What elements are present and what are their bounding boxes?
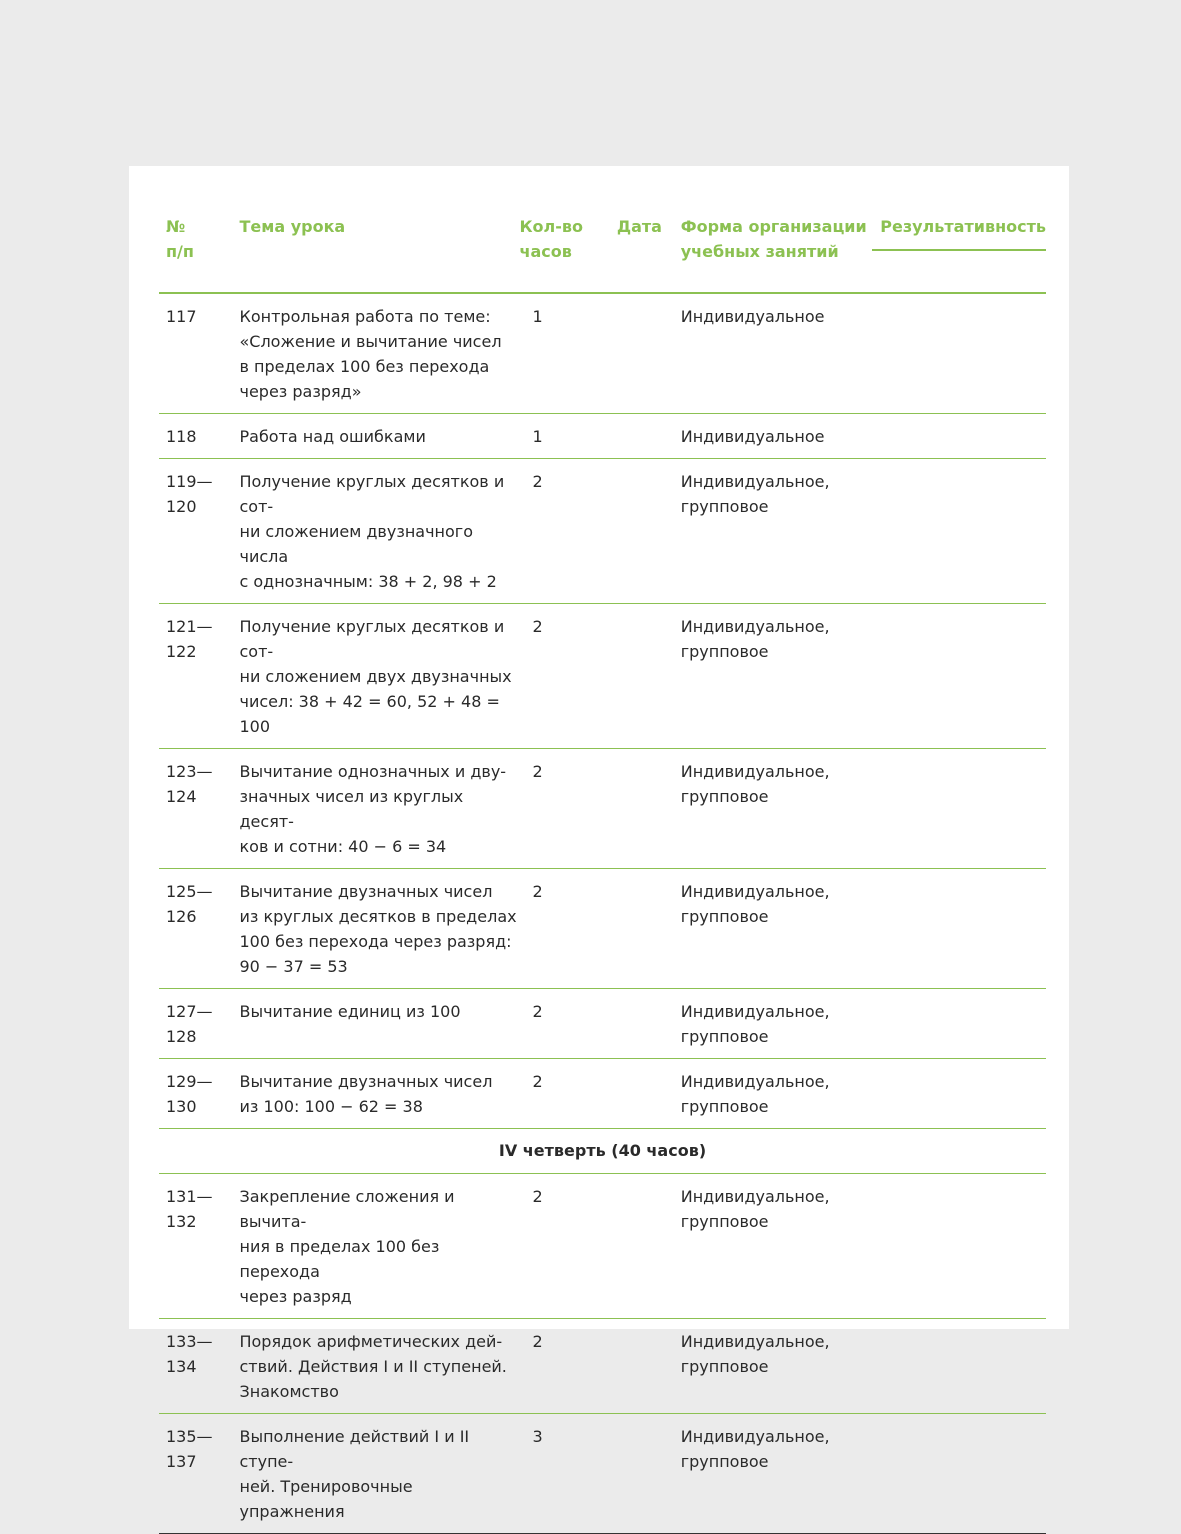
row-result — [872, 603, 1046, 749]
row-number: 117 — [159, 293, 240, 414]
row-result — [872, 413, 1046, 459]
row-hours: 1 — [519, 293, 617, 414]
row-date — [616, 748, 681, 869]
row-date — [616, 293, 681, 414]
table-row: 131— 132 Закрепление сложения и вычита- н… — [159, 1173, 1046, 1319]
lesson-plan-table: № п/п Тема урока Кол-во часов Дата Форма… — [159, 206, 1046, 1534]
table-row: 117 Контрольная работа по теме: «Сложение… — [159, 293, 1046, 414]
table-row: 125— 126 Вычитание двузначных чисел из кр… — [159, 868, 1046, 989]
row-result — [872, 988, 1046, 1059]
table-row: 119— 120 Получение круглых десятков и сот… — [159, 458, 1046, 604]
row-number: 118 — [159, 413, 240, 459]
row-date — [616, 988, 681, 1059]
row-topic: Получение круглых десятков и сот- ни сло… — [239, 458, 520, 604]
table-row: 127— 128 Вычитание единиц из 100 2 Индивиду… — [159, 988, 1046, 1059]
row-form: Индивидуальное, групповое — [680, 1058, 873, 1129]
section-row: IV четверть (40 часов) — [159, 1128, 1046, 1174]
row-form: Индивидуальное, групповое — [680, 988, 873, 1059]
row-date — [616, 1318, 681, 1414]
header-num: № п/п — [159, 206, 240, 294]
row-form: Индивидуальное, групповое — [680, 1318, 873, 1414]
row-hours: 2 — [519, 1173, 617, 1319]
document-page: № п/п Тема урока Кол-во часов Дата Форма… — [129, 166, 1069, 1534]
header-topic: Тема урока — [239, 206, 520, 294]
header-form: Форма организации учебных занятий — [680, 206, 873, 294]
row-topic: Вычитание двузначных чисел из круглых де… — [239, 868, 520, 989]
row-date — [616, 458, 681, 604]
row-form: Индивидуальное, групповое — [680, 458, 873, 604]
row-number: 127— 128 — [159, 988, 240, 1059]
row-hours: 3 — [519, 1413, 617, 1534]
table-row: 129— 130 Вычитание двузначных чисел из 10… — [159, 1058, 1046, 1129]
row-topic: Выполнение действий I и II ступе- ней. Т… — [239, 1413, 520, 1534]
row-number: 123— 124 — [159, 748, 240, 869]
row-form: Индивидуальное — [680, 413, 873, 459]
row-number: 121— 122 — [159, 603, 240, 749]
row-topic: Получение круглых десятков и сот- ни сло… — [239, 603, 520, 749]
row-hours: 2 — [519, 458, 617, 604]
row-number: 125— 126 — [159, 868, 240, 989]
row-result — [872, 1173, 1046, 1319]
row-form: Индивидуальное, групповое — [680, 868, 873, 989]
row-topic: Контрольная работа по теме: «Сложение и … — [239, 293, 520, 414]
row-topic: Вычитание однозначных и дву- значных чис… — [239, 748, 520, 869]
row-result — [872, 1058, 1046, 1129]
header-hours: Кол-во часов — [519, 206, 617, 294]
table-row: 123— 124 Вычитание однозначных и дву- зна… — [159, 748, 1046, 869]
row-topic: Работа над ошибками — [239, 413, 520, 459]
row-result — [872, 1413, 1046, 1534]
row-number: 131— 132 — [159, 1173, 240, 1319]
row-topic: Закрепление сложения и вычита- ния в пре… — [239, 1173, 520, 1319]
row-hours: 1 — [519, 413, 617, 459]
row-hours: 2 — [519, 1058, 617, 1129]
row-date — [616, 413, 681, 459]
row-date — [616, 603, 681, 749]
row-result — [872, 1318, 1046, 1414]
header-result-label: Результативность — [872, 214, 1046, 251]
section-title: IV четверть (40 часов) — [159, 1128, 1046, 1174]
row-form: Индивидуальное, групповое — [680, 748, 873, 869]
header-date: Дата — [616, 206, 681, 294]
row-result — [872, 293, 1046, 414]
row-form: Индивидуальное, групповое — [680, 1413, 873, 1534]
row-number: 129— 130 — [159, 1058, 240, 1129]
row-topic: Вычитание двузначных чисел из 100: 100 −… — [239, 1058, 520, 1129]
row-number: 119— 120 — [159, 458, 240, 604]
row-hours: 2 — [519, 603, 617, 749]
row-date — [616, 868, 681, 989]
row-result — [872, 868, 1046, 989]
row-hours: 2 — [519, 868, 617, 989]
row-topic: Вычитание единиц из 100 — [239, 988, 520, 1059]
row-form: Индивидуальное — [680, 293, 873, 414]
row-number: 133— 134 — [159, 1318, 240, 1414]
row-form: Индивидуальное, групповое — [680, 603, 873, 749]
row-form: Индивидуальное, групповое — [680, 1173, 873, 1319]
row-date — [616, 1058, 681, 1129]
table-row: 133— 134 Порядок арифметических дей- стви… — [159, 1318, 1046, 1414]
row-date — [616, 1173, 681, 1319]
row-hours: 2 — [519, 748, 617, 869]
row-topic: Порядок арифметических дей- ствий. Дейст… — [239, 1318, 520, 1414]
row-hours: 2 — [519, 1318, 617, 1414]
row-hours: 2 — [519, 988, 617, 1059]
row-number: 135— 137 — [159, 1413, 240, 1534]
row-date — [616, 1413, 681, 1534]
header-result: Результативность — [872, 206, 1046, 294]
row-result — [872, 748, 1046, 869]
row-result — [872, 458, 1046, 604]
table-row: 135— 137 Выполнение действий I и II ступе… — [159, 1413, 1046, 1534]
table-row: 121— 122 Получение круглых десятков и сот… — [159, 603, 1046, 749]
table-row: 118 Работа над ошибками 1 Индивидуальное — [159, 413, 1046, 459]
table-header: № п/п Тема урока Кол-во часов Дата Форма… — [159, 206, 1046, 294]
